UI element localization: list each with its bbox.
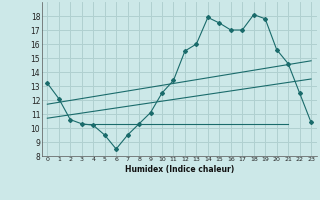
X-axis label: Humidex (Indice chaleur): Humidex (Indice chaleur) (124, 165, 234, 174)
